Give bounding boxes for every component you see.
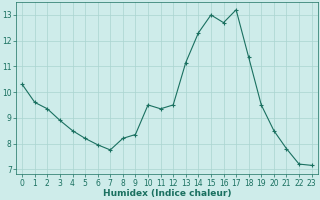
X-axis label: Humidex (Indice chaleur): Humidex (Indice chaleur): [103, 189, 231, 198]
